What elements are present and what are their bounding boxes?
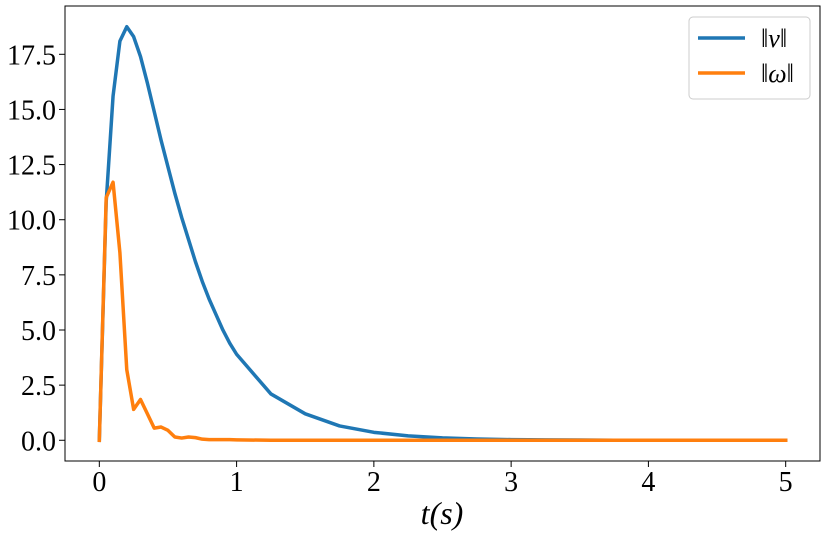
y-tick-label: 17.5	[7, 40, 56, 71]
y-tick-label: 2.5	[21, 371, 56, 402]
y-tick-label: 12.5	[7, 151, 56, 182]
y-tick-label: 0.0	[21, 426, 56, 457]
y-tick-label: 5.0	[21, 316, 56, 347]
y-tick-label: 7.5	[21, 261, 56, 292]
legend-label: ‖v‖	[761, 24, 787, 53]
legend-label: ‖ω‖	[761, 59, 794, 88]
y-tick-label: 10.0	[7, 206, 56, 237]
x-axis-label: t(s)	[421, 495, 464, 531]
x-tick-label: 0	[92, 467, 106, 498]
x-tick-label: 4	[641, 467, 655, 498]
legend: ‖v‖ ‖ω‖	[688, 16, 811, 100]
y-tick-label: 15.0	[7, 95, 56, 126]
x-tick-label: 3	[504, 467, 518, 498]
series-line	[97, 24, 788, 443]
x-tick-label: 2	[367, 467, 381, 498]
series-line	[97, 180, 788, 443]
plot-frame	[64, 5, 821, 462]
x-tick-label: 5	[779, 467, 793, 498]
x-tick-label: 1	[230, 467, 244, 498]
